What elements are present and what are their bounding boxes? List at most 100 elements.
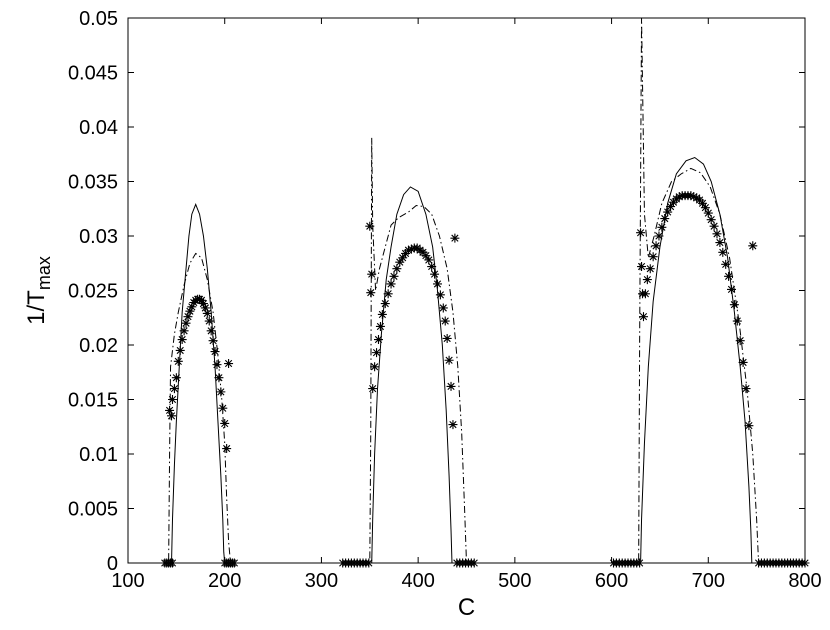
star-data-point xyxy=(424,255,434,265)
star-data-point xyxy=(204,316,214,326)
star-data-point xyxy=(198,299,208,309)
y-tick-label: 0.025 xyxy=(68,281,118,303)
star-data-point xyxy=(165,405,175,415)
star-data-point xyxy=(712,229,722,239)
star-data-point xyxy=(421,251,431,261)
star-data-point xyxy=(206,326,216,336)
star-data-point xyxy=(444,355,454,365)
y-tick-label: 0.02 xyxy=(79,335,118,357)
star-data-point xyxy=(448,420,458,430)
solid-curve xyxy=(128,156,805,564)
star-data-point xyxy=(748,241,758,251)
star-data-point xyxy=(380,299,390,309)
star-data-point xyxy=(183,312,193,322)
star-data-point xyxy=(187,302,197,312)
star-data-point xyxy=(703,208,713,218)
star-data-point xyxy=(398,253,408,263)
x-tick-label: 400 xyxy=(401,570,434,592)
star-data-point xyxy=(210,347,220,357)
dashdot-curve xyxy=(128,17,805,564)
star-data-point xyxy=(697,198,707,208)
star-data-point xyxy=(169,384,179,394)
plot-area-frame xyxy=(127,17,806,564)
x-tick-label: 600 xyxy=(595,570,628,592)
star-data-point xyxy=(715,238,725,248)
star-data-point xyxy=(214,373,224,383)
star-data-point xyxy=(370,362,380,372)
star-data-point xyxy=(386,279,396,289)
star-data-point xyxy=(654,231,664,241)
star-data-point xyxy=(375,321,385,331)
star-data-point xyxy=(651,241,661,251)
x-tick-label: 800 xyxy=(788,570,821,592)
x-axis-label: C xyxy=(458,594,475,621)
star-data-point xyxy=(706,215,716,225)
star-data-point xyxy=(220,418,230,428)
star-data-point xyxy=(224,359,234,369)
star-data-point xyxy=(365,221,375,231)
x-tick-label: 200 xyxy=(208,570,241,592)
star-data-point xyxy=(689,192,699,202)
star-data-point xyxy=(167,411,177,421)
star-data-point xyxy=(432,279,442,289)
star-data-point xyxy=(197,295,207,305)
star-data-point xyxy=(709,221,719,231)
star-data-point xyxy=(173,356,183,366)
star-data-point xyxy=(427,262,437,272)
star-data-point xyxy=(392,264,402,274)
star-data-point xyxy=(185,306,195,316)
star-data-point xyxy=(718,247,728,257)
star-data-point xyxy=(179,326,189,336)
y-tick-label: 0 xyxy=(107,553,118,575)
star-data-point xyxy=(389,271,399,281)
star-data-point xyxy=(175,345,185,355)
star-data-point xyxy=(373,335,383,345)
star-data-point xyxy=(177,335,187,345)
star-data-point xyxy=(440,316,450,326)
star-data-point xyxy=(442,333,452,343)
series-layer xyxy=(128,17,810,568)
star-data-point xyxy=(395,257,405,267)
star-data-point xyxy=(430,269,440,279)
star-data-point xyxy=(406,244,416,254)
star-data-point xyxy=(721,259,731,269)
star-data-point xyxy=(744,421,754,431)
star-data-point xyxy=(738,357,748,367)
star-data-point xyxy=(195,294,205,304)
y-tick-label: 0.035 xyxy=(68,172,118,194)
star-data-point xyxy=(181,318,191,328)
star-data-point xyxy=(446,381,456,391)
star-data-point xyxy=(729,300,739,310)
star-data-point xyxy=(674,192,684,202)
star-data-point xyxy=(663,207,673,217)
x-tick-label: 300 xyxy=(305,570,338,592)
star-data-point xyxy=(216,387,226,397)
star-data-point xyxy=(218,403,228,413)
star-data-point xyxy=(735,336,745,346)
tick-layer: 100 200 300 400 500 600 700 800 0 0.005 0.01 0.015 0… xyxy=(68,8,822,592)
y-tick-label: 0.015 xyxy=(68,390,118,412)
star-data-point xyxy=(642,275,652,285)
star-data-point xyxy=(167,395,177,404)
star-data-point xyxy=(208,336,218,346)
star-data-point xyxy=(435,290,445,300)
star-data-point xyxy=(212,360,222,370)
star-data-point xyxy=(648,252,658,262)
star-data-point xyxy=(732,316,742,326)
star-data-point xyxy=(726,284,736,294)
star-data-point xyxy=(368,384,378,394)
y-tick-label: 0.03 xyxy=(79,226,118,248)
y-tick-label: 0.04 xyxy=(79,117,118,139)
star-data-point xyxy=(222,444,232,454)
y-axis-label-main: 1/T xyxy=(23,290,50,325)
y-tick-label: 0.01 xyxy=(79,444,118,466)
x-tick-label: 700 xyxy=(692,570,725,592)
star-data-point xyxy=(636,228,646,238)
star-data-point xyxy=(171,373,181,383)
x-tick-label: 500 xyxy=(498,570,531,592)
star-data-point xyxy=(403,245,413,255)
y-axis-label: 1/Tmax xyxy=(23,256,54,325)
y-tick-label: 0.045 xyxy=(68,63,118,85)
star-data-point xyxy=(367,269,377,279)
